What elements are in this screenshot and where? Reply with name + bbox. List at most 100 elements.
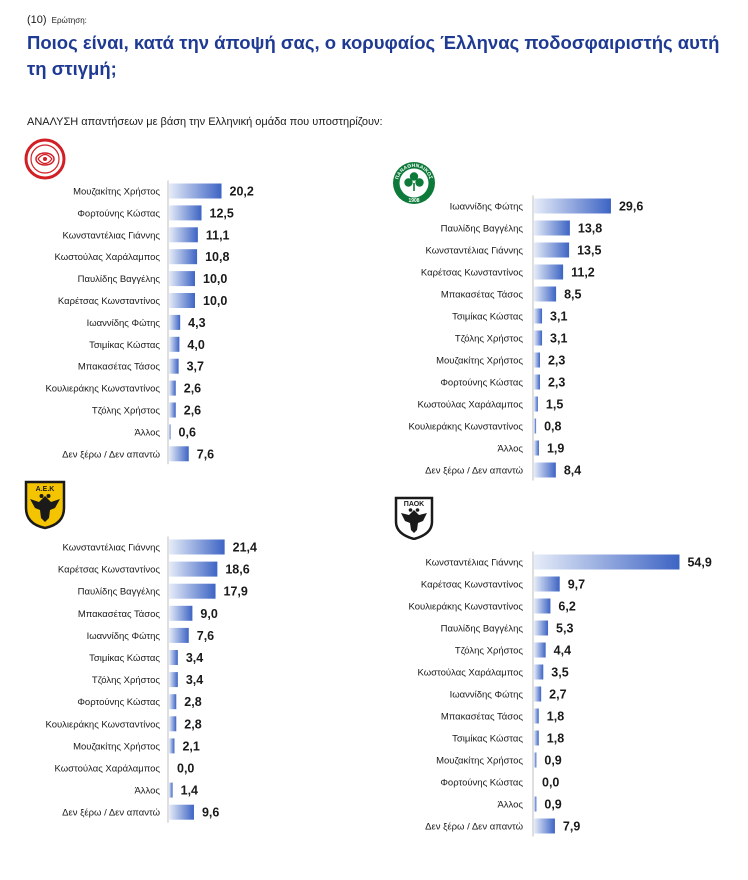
value-label: 29,6	[619, 200, 643, 214]
category-label: Φορτούνης Κώστας	[77, 208, 160, 219]
bar	[169, 561, 218, 577]
category-label: Παυλίδης Βαγγέλης	[78, 587, 161, 598]
bar	[169, 271, 195, 287]
category-label: Ιωαννίδης Φώτης	[87, 631, 161, 642]
bar	[534, 796, 537, 812]
bar	[534, 620, 549, 636]
value-label: 1,8	[547, 732, 564, 746]
category-label: Άλλος	[134, 786, 160, 797]
aek-logo-text: Α.Ε.Κ	[36, 486, 55, 493]
page-title: Ποιος είναι, κατά την άποψή σας, ο κορυφ…	[27, 32, 720, 79]
bar	[169, 627, 189, 643]
value-label: 21,4	[233, 541, 257, 555]
bar	[534, 664, 544, 680]
category-label: Κουλιεράκης Κωνσταντίνος	[408, 422, 523, 433]
category-label: Κωνσταντέλιας Γιάννης	[426, 246, 524, 257]
question-label: Ερώτηση:	[51, 16, 87, 25]
value-label: 3,7	[187, 360, 204, 374]
bar	[169, 716, 177, 732]
value-label: 0,0	[542, 776, 559, 790]
category-label: Κουλιεράκης Κωνσταντίνος	[45, 384, 160, 395]
category-label: Κωνσταντέλιας Γιάννης	[63, 230, 161, 241]
value-label: 7,6	[197, 629, 214, 643]
category-label: Μουζακίτης Χρήστος	[73, 741, 160, 752]
bar	[534, 818, 555, 834]
value-label: 1,9	[547, 442, 564, 456]
bar	[534, 686, 542, 702]
bar	[169, 183, 222, 199]
aek-logo: Α.Ε.Κ	[24, 480, 66, 530]
value-label: 2,8	[184, 695, 201, 709]
bar	[169, 539, 225, 555]
category-label: Τζόλης Χρήστος	[455, 646, 523, 657]
bar	[534, 220, 570, 236]
value-label: 2,3	[548, 376, 565, 390]
bar	[534, 308, 543, 324]
category-label: Τσιμίκας Κώστας	[452, 312, 523, 323]
page-subtitle: ΑΝΑΛΥΣΗ απαντήσεων με βάση την Ελληνική …	[27, 116, 383, 128]
value-label: 1,8	[547, 710, 564, 724]
category-label: Μουζακίτης Χρήστος	[436, 356, 523, 367]
value-label: 9,7	[568, 578, 585, 592]
value-label: 0,8	[544, 420, 561, 434]
category-label: Μπακασέτας Τάσος	[441, 290, 524, 301]
bar	[534, 330, 543, 346]
category-label: Κωστούλας Χαράλαμπος	[55, 764, 161, 775]
category-label: Άλλος	[497, 444, 523, 455]
value-label: 2,3	[548, 354, 565, 368]
category-label: Καρέτσας Κωνσταντίνος	[58, 565, 161, 576]
value-label: 0,6	[179, 425, 196, 439]
category-label: Ιωαννίδης Φώτης	[450, 202, 524, 213]
category-label: Τσιμίκας Κώστας	[89, 653, 160, 664]
question-number-value: (10)	[27, 14, 47, 26]
value-label: 20,2	[230, 185, 254, 199]
value-label: 3,5	[551, 666, 568, 680]
value-label: 11,1	[206, 228, 230, 242]
category-label: Παυλίδης Βαγγέλης	[441, 624, 524, 635]
bar	[169, 446, 189, 462]
bar	[169, 227, 198, 243]
bar	[169, 738, 175, 754]
value-label: 6,2	[558, 600, 575, 614]
value-label: 10,8	[205, 250, 229, 264]
value-label: 8,4	[564, 464, 581, 478]
category-label: Δεν ξέρω / Δεν απαντώ	[425, 466, 523, 477]
category-label: Τζόλης Χρήστος	[455, 334, 523, 345]
bar	[534, 462, 556, 478]
bar	[169, 605, 193, 621]
bar	[169, 782, 173, 798]
value-label: 2,7	[549, 688, 566, 702]
value-label: 10,0	[203, 294, 227, 308]
value-label: 2,6	[184, 404, 201, 418]
value-label: 5,3	[556, 622, 573, 636]
category-label: Δεν ξέρω / Δεν απαντώ	[425, 822, 523, 833]
category-label: Ιωαννίδης Φώτης	[450, 690, 524, 701]
category-label: Άλλος	[497, 800, 523, 811]
value-label: 3,1	[550, 332, 567, 346]
bar	[534, 752, 537, 768]
category-label: Δεν ξέρω / Δεν απαντώ	[62, 808, 160, 819]
category-label: Μουζακίτης Χρήστος	[73, 187, 160, 198]
bar	[169, 650, 178, 665]
bar	[169, 336, 180, 352]
bar	[169, 314, 181, 330]
category-label: Τσιμίκας Κώστας	[89, 340, 160, 351]
category-label: Κωνσταντέλιας Γιάννης	[426, 558, 524, 569]
category-label: Τζόλης Χρήστος	[92, 675, 160, 686]
bar	[534, 440, 539, 456]
value-label: 2,6	[184, 382, 201, 396]
value-label: 1,4	[181, 784, 198, 798]
category-label: Μουζακίτης Χρήστος	[436, 756, 523, 767]
value-label: 9,6	[202, 806, 219, 820]
bar	[534, 730, 539, 746]
category-label: Καρέτσας Κωνσταντίνος	[421, 580, 524, 591]
bar	[534, 554, 680, 570]
value-label: 0,9	[544, 798, 561, 812]
bar	[169, 583, 216, 599]
panathinaikos-logo-year: 1908	[408, 198, 419, 204]
value-label: 8,5	[564, 288, 581, 302]
value-label: 18,6	[225, 563, 249, 577]
